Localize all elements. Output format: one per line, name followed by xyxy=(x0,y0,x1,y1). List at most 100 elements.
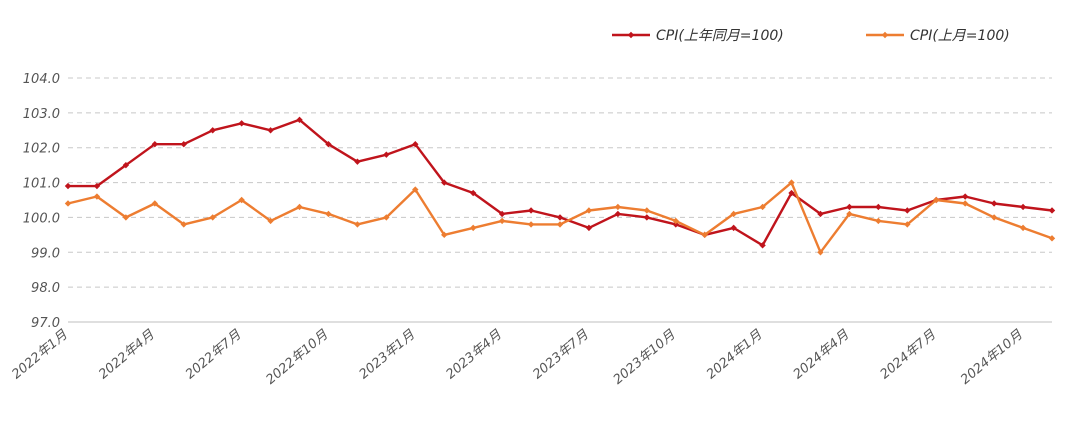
data-point-marker xyxy=(730,210,737,218)
data-point-marker xyxy=(64,200,72,207)
legend-marker xyxy=(627,31,635,39)
y-tick-label: 100.0 xyxy=(23,211,60,226)
data-point-marker xyxy=(267,217,274,225)
x-tick-label: 2023年7月 xyxy=(530,327,592,382)
data-point-marker xyxy=(585,207,593,214)
x-tick-label: 2024年10月 xyxy=(958,327,1026,388)
data-point-marker xyxy=(412,141,419,148)
data-point-marker xyxy=(817,249,824,256)
data-point-marker xyxy=(209,214,216,221)
data-point-marker xyxy=(961,193,969,200)
data-point-marker xyxy=(325,141,332,148)
data-point-marker xyxy=(93,182,101,190)
data-point-marker xyxy=(64,182,72,190)
data-point-marker xyxy=(180,221,187,228)
data-point-marker xyxy=(527,207,535,214)
data-point-marker xyxy=(1048,207,1056,214)
data-point-marker xyxy=(904,207,911,214)
y-tick-label: 102.0 xyxy=(23,142,60,157)
data-point-marker xyxy=(875,203,882,211)
data-point-marker xyxy=(556,214,564,221)
data-point-marker xyxy=(846,210,853,218)
data-point-marker xyxy=(527,221,535,228)
data-point-marker xyxy=(93,193,101,200)
data-point-marker xyxy=(817,210,824,218)
axes: 104.0103.0102.0101.0100.099.098.097.0202… xyxy=(9,72,1052,388)
data-point-marker xyxy=(180,141,187,148)
data-point-marker xyxy=(701,231,708,239)
series-1 xyxy=(64,116,1056,249)
data-point-marker xyxy=(1019,203,1027,211)
data-point-marker xyxy=(933,196,940,204)
x-tick-label: 2022年10月 xyxy=(263,327,331,388)
data-point-marker xyxy=(788,189,795,197)
data-point-marker xyxy=(325,210,332,218)
data-point-marker xyxy=(296,116,303,124)
x-tick-label: 2022年1月 xyxy=(9,327,71,382)
data-point-marker xyxy=(469,189,477,197)
data-point-marker xyxy=(990,200,998,207)
data-point-marker xyxy=(383,151,390,158)
y-tick-label: 97.0 xyxy=(31,316,60,331)
y-tick-label: 103.0 xyxy=(23,107,60,122)
data-point-marker xyxy=(788,179,795,186)
data-point-marker xyxy=(643,207,651,214)
data-point-marker xyxy=(412,186,419,193)
legend-label: CPI(上年同月=100) xyxy=(656,28,784,44)
y-tick-label: 101.0 xyxy=(23,177,60,192)
data-point-marker xyxy=(209,127,216,134)
legend-item-2: CPI(上月=100) xyxy=(866,28,1010,44)
legend-label: CPI(上月=100) xyxy=(910,28,1010,44)
data-point-marker xyxy=(759,203,766,211)
series-lines xyxy=(64,116,1056,256)
data-point-marker xyxy=(585,224,593,232)
data-point-marker xyxy=(469,224,477,232)
data-point-marker xyxy=(759,242,766,249)
data-point-marker xyxy=(875,217,882,225)
data-point-marker xyxy=(672,221,679,228)
data-point-marker xyxy=(961,200,969,207)
data-point-marker xyxy=(122,161,130,169)
data-point-marker xyxy=(238,196,245,204)
x-tick-label: 2024年4月 xyxy=(791,327,853,382)
x-tick-label: 2023年1月 xyxy=(357,327,419,382)
data-point-marker xyxy=(151,141,159,148)
data-point-marker xyxy=(614,210,622,218)
x-tick-label: 2022年4月 xyxy=(96,327,158,382)
data-point-marker xyxy=(672,217,679,225)
x-tick-label: 2024年1月 xyxy=(704,327,766,382)
data-point-marker xyxy=(643,214,651,221)
data-point-marker xyxy=(990,214,998,221)
data-point-marker xyxy=(498,217,506,225)
gridlines xyxy=(68,77,1052,288)
data-point-marker xyxy=(1019,224,1027,232)
data-point-marker xyxy=(354,158,361,165)
data-point-marker xyxy=(354,221,361,228)
data-point-marker xyxy=(441,179,448,186)
data-point-marker xyxy=(122,214,130,221)
data-point-marker xyxy=(238,120,245,127)
y-tick-label: 99.0 xyxy=(31,246,60,261)
series-2 xyxy=(64,179,1056,256)
data-point-marker xyxy=(383,214,390,221)
data-point-marker xyxy=(441,231,448,239)
y-tick-label: 104.0 xyxy=(23,72,60,87)
data-point-marker xyxy=(904,221,911,228)
legend: CPI(上年同月=100) CPI(上月=100) xyxy=(612,28,1010,44)
data-point-marker xyxy=(730,224,737,232)
data-point-marker xyxy=(151,200,159,207)
data-point-marker xyxy=(296,203,303,211)
data-point-marker xyxy=(1048,235,1056,242)
legend-marker xyxy=(881,31,889,39)
data-point-marker xyxy=(846,203,853,211)
data-point-marker xyxy=(614,203,622,211)
y-tick-label: 98.0 xyxy=(31,281,60,296)
x-tick-label: 2023年10月 xyxy=(611,327,679,388)
data-point-marker xyxy=(556,221,564,228)
x-tick-label: 2024年7月 xyxy=(878,327,940,382)
x-tick-label: 2022年7月 xyxy=(183,327,245,382)
legend-item-1: CPI(上年同月=100) xyxy=(612,28,784,44)
data-point-marker xyxy=(498,210,506,218)
